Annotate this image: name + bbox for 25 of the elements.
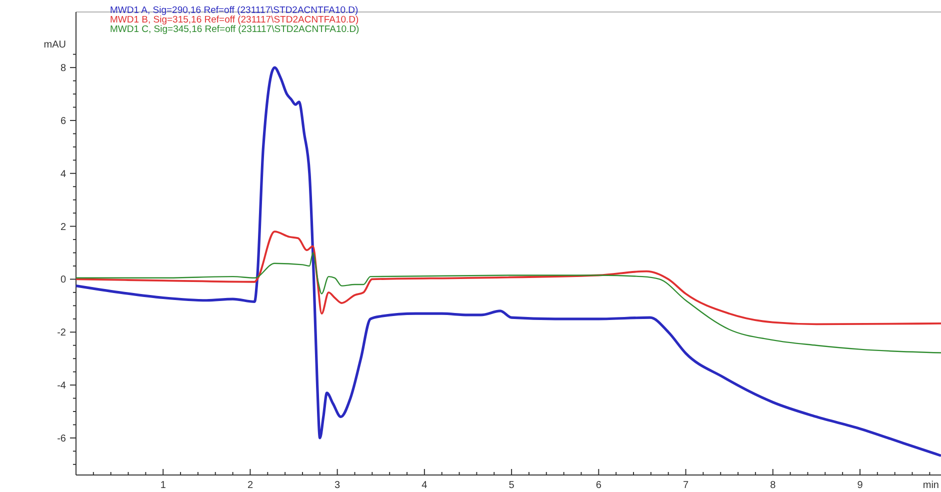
y-tick-label: 4 <box>60 168 66 180</box>
line-series <box>74 66 941 457</box>
x-axis-title: min <box>922 480 939 491</box>
y-tick-label: -2 <box>57 328 66 339</box>
x-tick-label: 4 <box>422 480 428 491</box>
x-tick-label: 2 <box>247 480 254 491</box>
y-tick-label: -6 <box>57 433 66 444</box>
line-series <box>75 230 941 326</box>
text: MWD1 C, Sig=345,16 Ref=off (231117\STD2ACNTFA10.D) <box>110 24 360 35</box>
y-axis-title: mAU <box>44 40 66 51</box>
x-tick-label: 7 <box>682 480 689 491</box>
x-tick-label: 8 <box>770 480 776 491</box>
line-series <box>75 252 941 354</box>
y-tick-label: 8 <box>60 63 66 74</box>
y-tick-label: 0 <box>60 274 66 286</box>
x-tick-label: 6 <box>596 480 602 491</box>
text: MWD1 B, Sig=315,16 Ref=off (231117\STD2ACNTFA10.D) <box>110 14 359 26</box>
y-tick-label: 2 <box>60 222 66 233</box>
y-tick-label: 6 <box>60 116 66 127</box>
y-tick-label: -4 <box>57 380 66 392</box>
x-tick-label: 5 <box>508 480 515 491</box>
x-tick-label: 9 <box>857 480 864 491</box>
x-tick-label: 3 <box>334 480 341 491</box>
text: MWD1 A, Sig=290,16 Ref=off (231117\STD2ACNTFA10.D) <box>110 5 358 16</box>
x-tick-label: 1 <box>160 480 166 491</box>
